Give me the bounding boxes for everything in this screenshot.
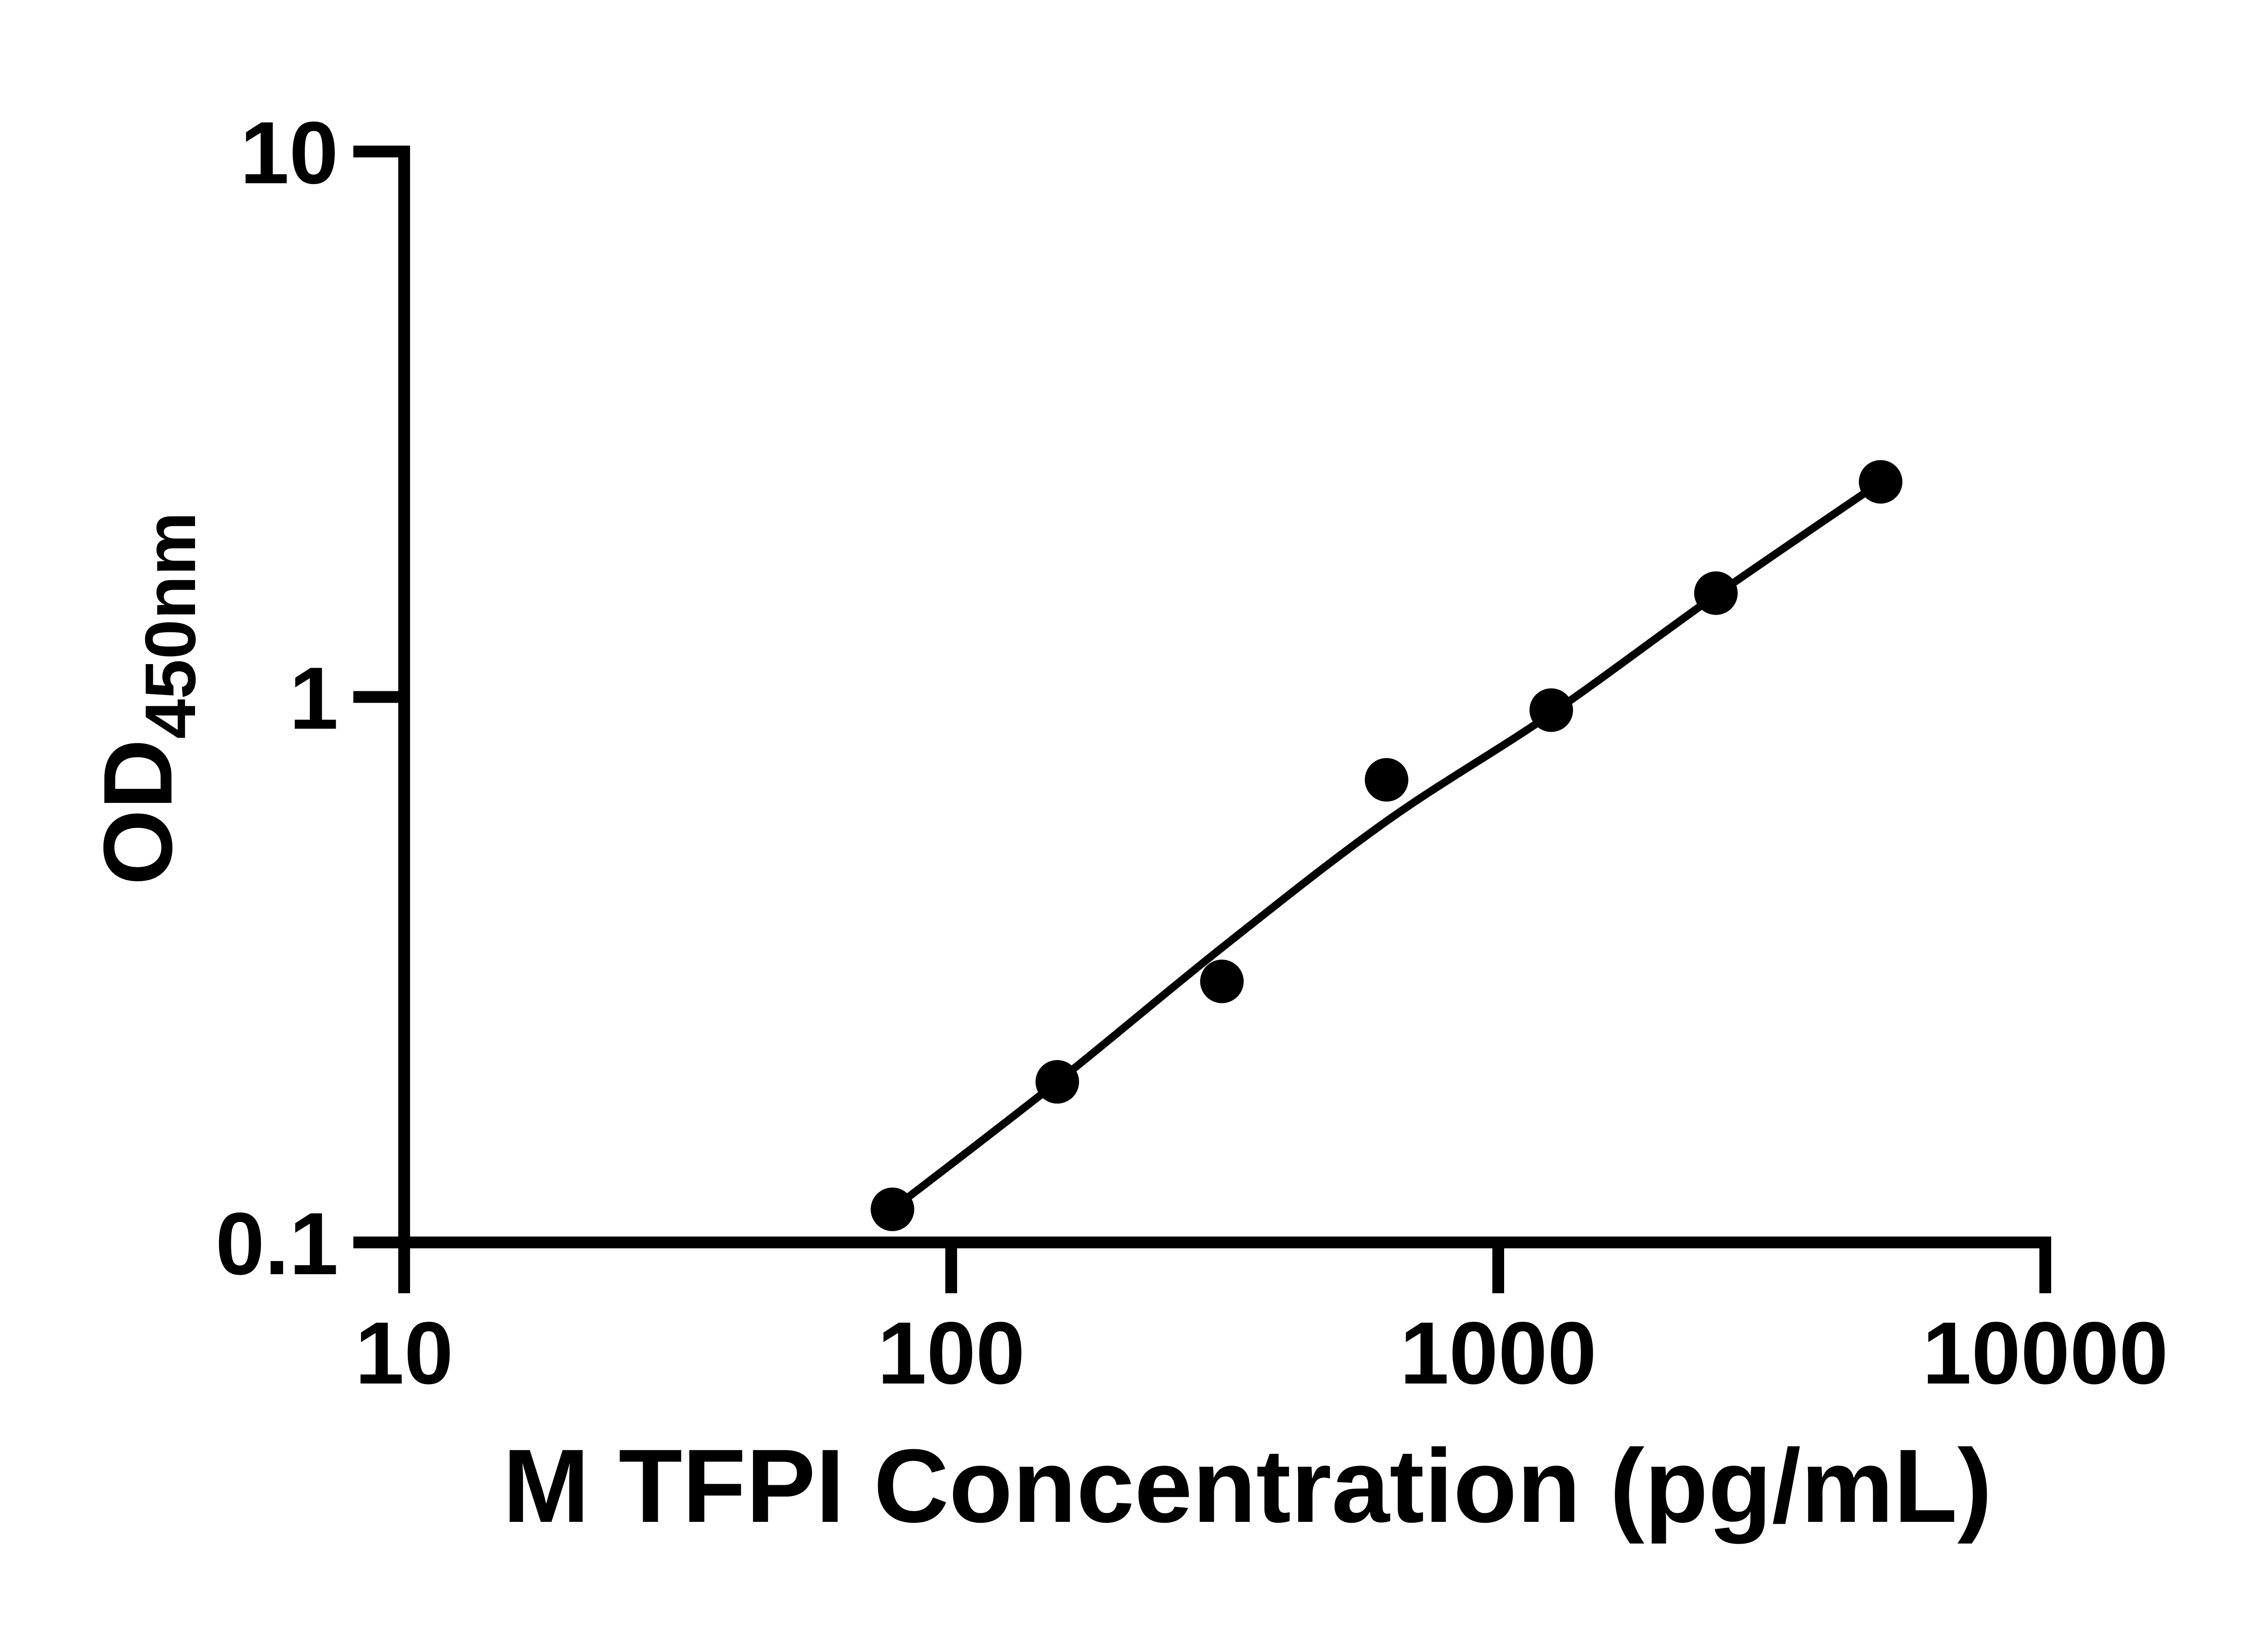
y-tick-label-0.1: 0.1 [215,1194,338,1293]
y-tick-label-1: 1 [289,649,338,748]
x-tick-label-10000: 10000 [1922,1304,2168,1403]
y-axis-title: OD450nm [83,512,210,885]
data-point-6 [1694,571,1738,615]
y-axis-title-subscript: 450nm [131,512,210,739]
axes-layer: 10 100 1000 10000 10 1 0.1 [215,103,2168,1403]
x-axis-title: M TFPI Concentration (pg/mL) [503,1428,1992,1544]
data-point-3 [1200,959,1244,1003]
x-tick-label-1000: 1000 [1400,1304,1597,1403]
data-point-7 [1859,460,1902,504]
series-layer [870,460,1902,1231]
x-tick-label-10: 10 [355,1304,454,1403]
data-point-4 [1364,758,1408,802]
x-tick-label-100: 100 [877,1304,1025,1403]
y-axis-title-main: OD [83,739,192,885]
y-tick-label-10: 10 [240,103,338,202]
data-point-2 [1035,1060,1079,1104]
data-point-1 [870,1188,914,1231]
data-point-5 [1529,688,1573,732]
